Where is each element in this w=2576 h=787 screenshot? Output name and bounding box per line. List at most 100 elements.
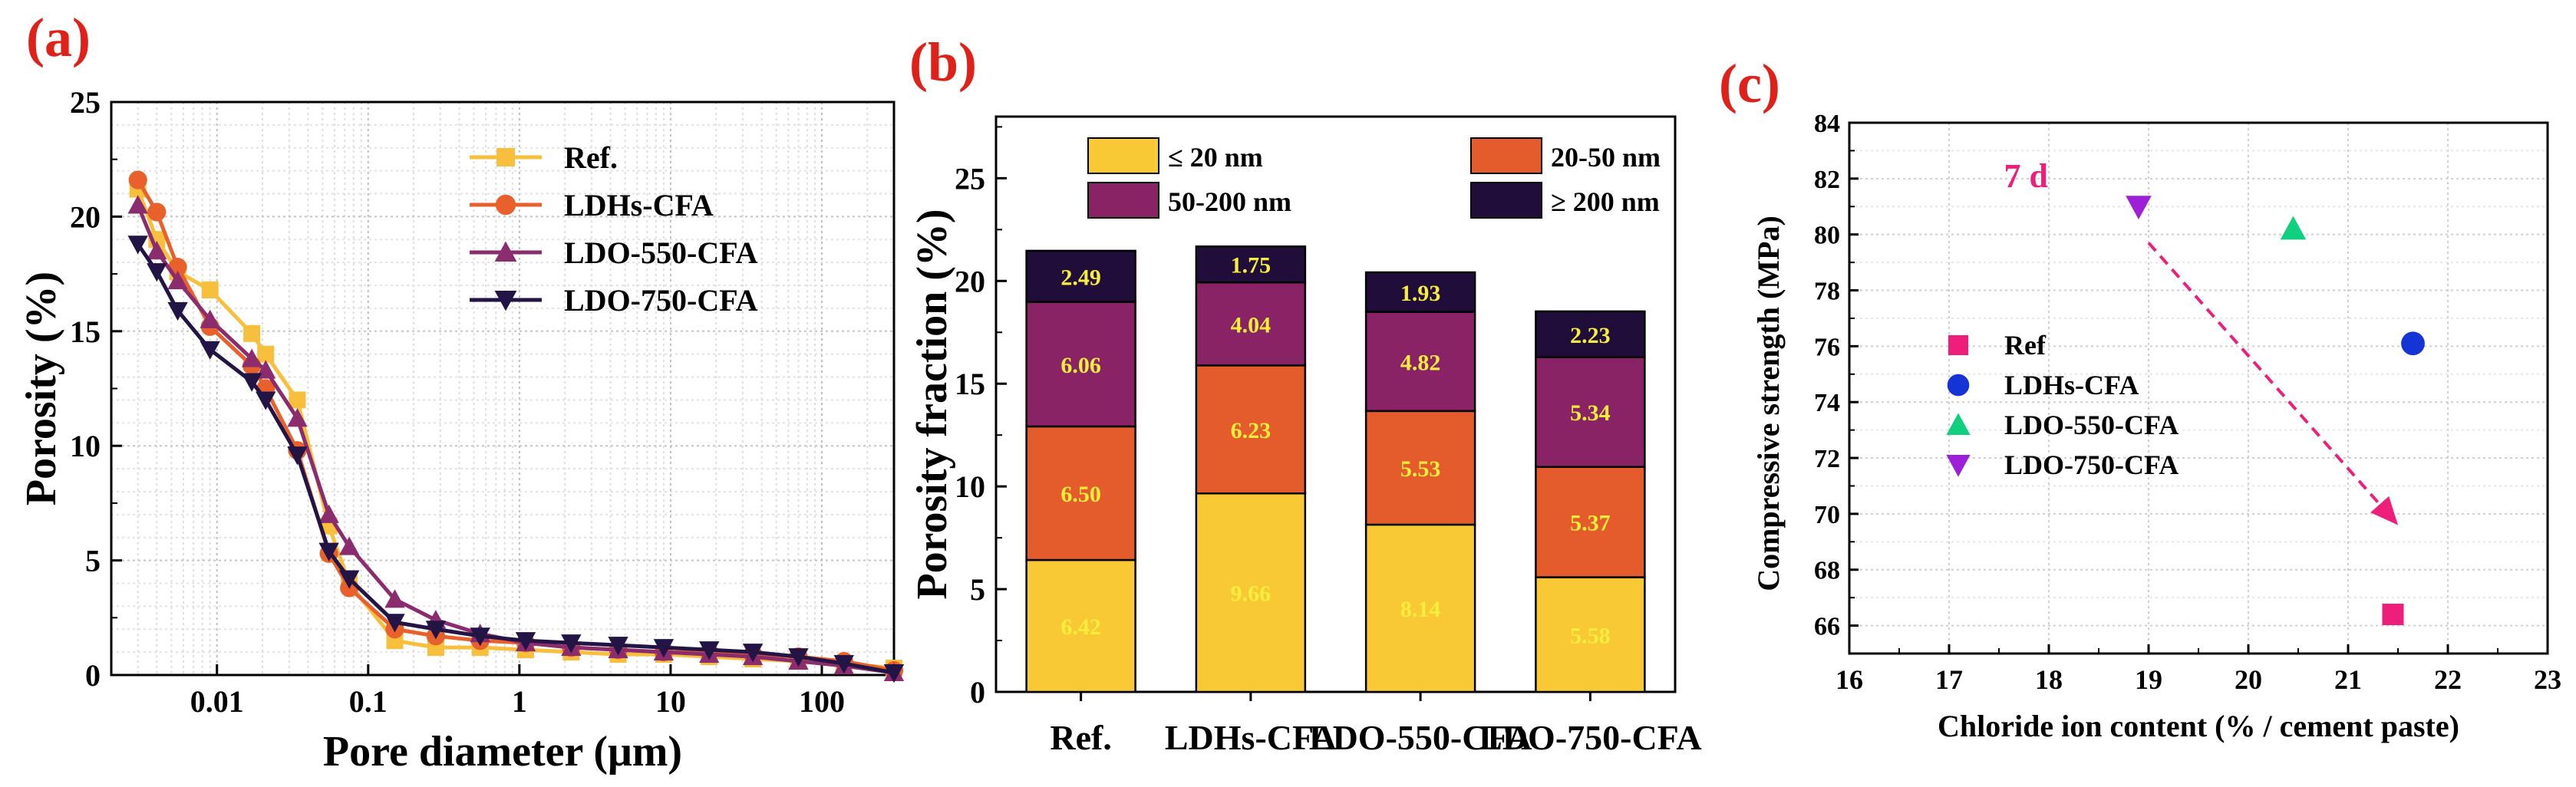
y-tick-label: 70 — [1814, 501, 1840, 529]
scatter-point-c_ldo550 — [2280, 216, 2307, 240]
scatter-point-c_ref — [2382, 604, 2404, 626]
series-point-ldo750 — [200, 341, 220, 360]
annotation-7d: 7 d — [2004, 157, 2048, 195]
bar-label-b_50_200: 6.06 — [1060, 353, 1101, 378]
panel-label-b: (b) — [909, 31, 977, 93]
series-point-ldo750 — [470, 627, 490, 647]
bar-segment-b_20_50 — [1364, 410, 1476, 526]
legend-marker-ldhs — [495, 194, 516, 216]
x-category-label: Ref. — [1050, 718, 1111, 757]
x-tick-label: 16 — [1836, 664, 1863, 695]
series-point-ref — [201, 282, 219, 299]
bar-segment-b_ge200 — [1535, 310, 1646, 358]
bar-label-b_ge200: 1.93 — [1400, 281, 1441, 306]
series-point-ldo750 — [287, 446, 308, 466]
y-tick-label: 68 — [1814, 557, 1840, 585]
y-tick-label: 20 — [70, 199, 101, 234]
legend-marker-c_ldo750 — [1946, 455, 1971, 477]
x-tick-label: 23 — [2534, 664, 2561, 695]
series-point-ldo550 — [241, 348, 262, 367]
legend-swatch-b_20_50 — [1470, 137, 1542, 174]
bar-label-b_ge200: 2.49 — [1060, 265, 1101, 290]
bar-label-b_50_200: 4.04 — [1231, 312, 1272, 338]
series-point-ldo550 — [200, 309, 220, 328]
series-point-ldo750 — [127, 235, 148, 255]
legend-label-c_ldo750: LDO-750-CFA — [2004, 449, 2179, 480]
series-point-ldo750 — [338, 570, 360, 589]
y-tick-label: 10 — [70, 429, 101, 463]
series-point-ldo750 — [425, 621, 447, 640]
y-tick-label: 78 — [1814, 278, 1840, 306]
x-tick-label: 19 — [2135, 664, 2162, 695]
y-tick-label: 0 — [85, 658, 101, 693]
y-tick-label: 82 — [1814, 166, 1840, 194]
scatter-point-c_ldo750 — [2126, 196, 2152, 220]
x-tick-label: 21 — [2334, 664, 2362, 695]
series-point-ldo750 — [515, 632, 536, 651]
y-tick-label: 66 — [1814, 613, 1840, 641]
y-axis-label: Porosity (%) — [18, 272, 65, 505]
x-tick-label: 0.01 — [190, 684, 244, 719]
bar-label-b_le20: 6.42 — [1060, 614, 1101, 640]
legend-swatch-b_le20 — [1087, 137, 1159, 174]
x-category-label: LDHs-CFA — [1165, 718, 1337, 757]
legend-swatch-b_ge200 — [1470, 182, 1542, 219]
series-point-ldo550 — [318, 504, 339, 523]
x-tick-label: 10 — [655, 684, 686, 719]
legend-label-b_20_50: 20-50 nm — [1551, 142, 1661, 173]
series-point-ldo750 — [256, 391, 276, 410]
legend-label-ldhs: LDHs-CFA — [564, 188, 714, 222]
x-axis-label: Chloride ion content (% / cement paste) — [1938, 709, 2459, 743]
series-point-ldo750 — [653, 639, 675, 658]
x-tick-label: 100 — [799, 684, 845, 719]
series-point-ldo750 — [883, 664, 905, 683]
bar-segment-b_20_50 — [1025, 425, 1136, 561]
bar-label-b_20_50: 6.23 — [1231, 418, 1272, 443]
bar-segment-b_ge200 — [1025, 249, 1136, 303]
legend-label-ldo750: LDO-750-CFA — [564, 283, 758, 318]
legend-marker-c_ref — [1948, 335, 1968, 355]
y-tick-label: 15 — [955, 367, 985, 401]
bar-segment-b_50_200 — [1535, 356, 1646, 468]
legend-label-b_ge200: ≥ 200 nm — [1551, 186, 1660, 217]
series-point-ldo750 — [167, 301, 188, 321]
trend-arrow-shaft — [2147, 242, 2381, 505]
bar-label-b_20_50: 6.50 — [1060, 482, 1101, 507]
series-point-ldo750 — [699, 641, 720, 660]
bar-segment-b_50_200 — [1195, 281, 1307, 367]
x-axis-label: Pore diameter (μm) — [323, 728, 682, 775]
series-point-ldo750 — [833, 655, 854, 674]
series-point-ldo550 — [167, 270, 188, 290]
bar-label-b_ge200: 2.23 — [1570, 323, 1611, 348]
bar-segment-b_ge200 — [1364, 271, 1476, 313]
series-point-ref — [289, 391, 306, 409]
series-point-ldo750 — [561, 634, 582, 654]
series-point-ref — [243, 324, 261, 342]
legend-marker-ref — [496, 148, 515, 166]
series-point-ldo750 — [318, 542, 339, 561]
trend-arrow-head — [2370, 496, 2398, 525]
x-tick-label: 20 — [2235, 664, 2262, 695]
panel-label-a: (a) — [26, 7, 91, 68]
legend-label-b_le20: ≤ 20 nm — [1168, 142, 1263, 173]
legend-label-ref: Ref. — [564, 140, 618, 175]
bar-segment-b_le20 — [1195, 492, 1307, 693]
bar-label-b_20_50: 5.37 — [1570, 511, 1611, 536]
y-tick-label: 0 — [970, 675, 985, 710]
y-tick-label: 84 — [1814, 110, 1840, 138]
y-tick-label: 10 — [955, 469, 985, 504]
x-tick-label: 17 — [1935, 664, 1963, 695]
series-point-ldo550 — [147, 241, 167, 260]
y-axis-label: Porosity fraction (%) — [909, 209, 956, 599]
series-point-ldo750 — [608, 637, 628, 656]
y-tick-label: 15 — [70, 314, 101, 349]
x-category-label: LDO-750-CFA — [1479, 718, 1701, 757]
series-point-ldo550 — [384, 589, 405, 608]
bar-segment-b_le20 — [1364, 523, 1476, 693]
x-tick-label: 0.1 — [349, 684, 388, 719]
plot-frame — [994, 115, 1677, 693]
y-tick-label: 72 — [1814, 445, 1840, 473]
legend-marker-ldo550 — [494, 241, 517, 262]
